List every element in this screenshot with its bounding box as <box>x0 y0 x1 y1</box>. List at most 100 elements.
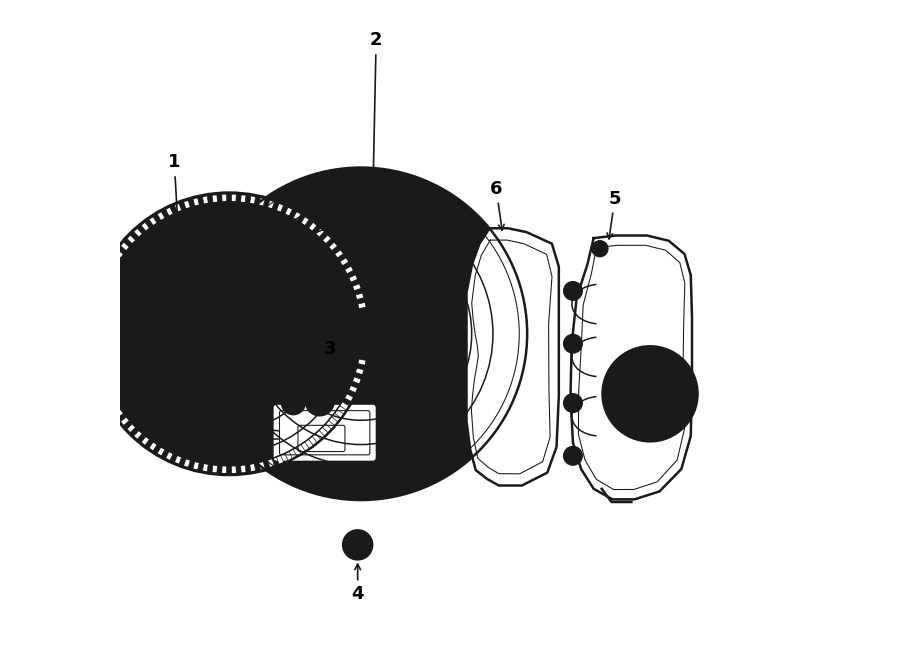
Polygon shape <box>276 455 284 465</box>
Polygon shape <box>221 193 227 202</box>
Circle shape <box>214 340 244 369</box>
Polygon shape <box>202 463 209 473</box>
Circle shape <box>86 191 372 477</box>
Polygon shape <box>221 465 227 475</box>
Polygon shape <box>240 465 247 474</box>
Polygon shape <box>249 463 256 473</box>
Circle shape <box>171 327 185 341</box>
Circle shape <box>592 241 608 256</box>
Polygon shape <box>89 340 97 346</box>
Polygon shape <box>345 394 355 402</box>
Polygon shape <box>293 447 302 457</box>
Polygon shape <box>212 194 218 203</box>
Circle shape <box>563 394 582 412</box>
Polygon shape <box>284 451 292 461</box>
Polygon shape <box>361 340 369 346</box>
Polygon shape <box>352 377 362 384</box>
Circle shape <box>343 530 373 559</box>
Polygon shape <box>361 321 369 327</box>
Text: 3: 3 <box>324 340 337 397</box>
Polygon shape <box>267 200 274 209</box>
Polygon shape <box>91 359 101 366</box>
Polygon shape <box>309 221 318 231</box>
Polygon shape <box>94 293 103 299</box>
Polygon shape <box>104 266 113 274</box>
Polygon shape <box>157 211 165 221</box>
Polygon shape <box>90 312 99 318</box>
Circle shape <box>563 334 582 353</box>
Polygon shape <box>361 331 370 336</box>
Polygon shape <box>148 216 157 226</box>
Circle shape <box>194 168 527 500</box>
Polygon shape <box>301 216 310 226</box>
Polygon shape <box>322 235 332 244</box>
Polygon shape <box>348 274 358 282</box>
Polygon shape <box>258 461 265 471</box>
Circle shape <box>282 391 305 414</box>
Polygon shape <box>356 293 364 299</box>
Polygon shape <box>328 242 338 251</box>
FancyBboxPatch shape <box>273 404 376 461</box>
Polygon shape <box>348 385 358 393</box>
Polygon shape <box>133 228 142 237</box>
Polygon shape <box>356 368 364 375</box>
Polygon shape <box>89 321 97 327</box>
Polygon shape <box>258 197 265 206</box>
Polygon shape <box>240 194 247 203</box>
Polygon shape <box>96 377 106 384</box>
Polygon shape <box>174 203 182 212</box>
Polygon shape <box>140 221 149 231</box>
Circle shape <box>248 282 262 297</box>
Polygon shape <box>148 442 157 451</box>
Polygon shape <box>339 257 349 266</box>
Polygon shape <box>316 430 325 440</box>
Polygon shape <box>193 461 200 471</box>
Polygon shape <box>352 284 362 291</box>
Circle shape <box>248 371 262 385</box>
Polygon shape <box>345 266 355 274</box>
Polygon shape <box>466 228 559 486</box>
Circle shape <box>196 371 211 385</box>
Polygon shape <box>249 195 256 204</box>
Polygon shape <box>114 249 123 258</box>
Circle shape <box>273 327 287 341</box>
Polygon shape <box>126 235 136 244</box>
Polygon shape <box>571 235 692 499</box>
Polygon shape <box>133 430 142 440</box>
Polygon shape <box>109 402 119 410</box>
Polygon shape <box>157 447 165 457</box>
Polygon shape <box>166 451 174 461</box>
Polygon shape <box>114 409 123 418</box>
Polygon shape <box>309 436 318 446</box>
Text: 4: 4 <box>351 564 364 603</box>
Polygon shape <box>357 302 367 309</box>
Text: 2: 2 <box>370 31 382 192</box>
Polygon shape <box>267 459 274 468</box>
Polygon shape <box>231 193 237 202</box>
Polygon shape <box>94 368 103 375</box>
Polygon shape <box>104 394 113 402</box>
Polygon shape <box>126 424 136 433</box>
Text: 5: 5 <box>607 190 621 239</box>
Polygon shape <box>91 302 101 309</box>
Polygon shape <box>357 359 367 366</box>
Text: 1: 1 <box>168 153 184 275</box>
Polygon shape <box>359 350 368 356</box>
Circle shape <box>563 282 582 300</box>
Circle shape <box>380 190 409 219</box>
Polygon shape <box>184 459 191 468</box>
Circle shape <box>380 449 409 478</box>
Polygon shape <box>120 242 130 251</box>
Polygon shape <box>109 257 119 266</box>
Polygon shape <box>276 203 284 212</box>
Polygon shape <box>316 228 325 237</box>
Polygon shape <box>301 442 310 451</box>
Polygon shape <box>140 436 149 446</box>
Polygon shape <box>322 424 332 433</box>
Polygon shape <box>359 312 368 318</box>
Polygon shape <box>100 274 110 282</box>
Polygon shape <box>193 197 200 206</box>
Polygon shape <box>284 206 292 216</box>
Polygon shape <box>120 417 130 426</box>
Text: 6: 6 <box>490 180 504 230</box>
